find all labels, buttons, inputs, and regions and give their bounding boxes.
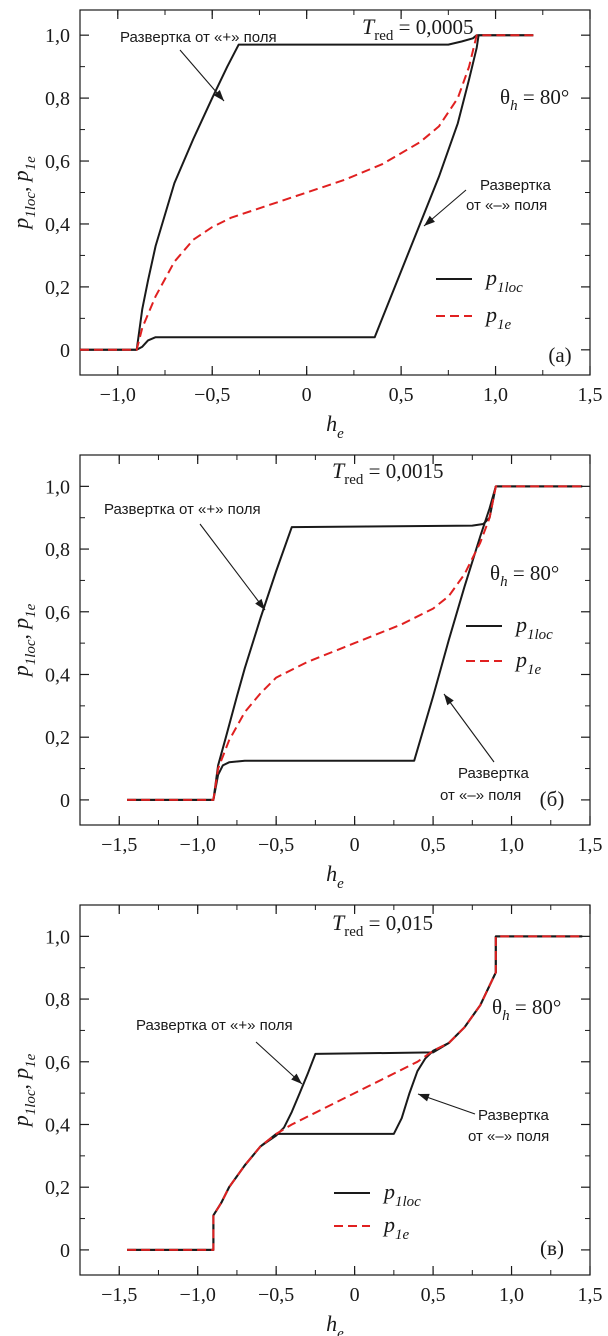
chart-panel-3: −1,5 −1,0 −0,5 0 0,5 1,0 1,5 0 0,2 0,4 0,6 0,8 1,0 he… <box>8 904 603 1336</box>
y-tick-label: 0,4 <box>45 664 70 686</box>
series-line-p1e-3 <box>127 485 583 801</box>
annotation-plus-arrow-head <box>255 598 265 610</box>
x-tick-label: −1,0 <box>180 834 216 856</box>
y-tick-label: 1,0 <box>45 25 70 47</box>
x-tick-label: −0,5 <box>258 1284 294 1306</box>
x-tick-label: −1,0 <box>180 1284 216 1306</box>
x-axis-label: he <box>326 1311 344 1336</box>
y-tick-label: 1,0 <box>45 926 70 948</box>
annotation-minus-arrow-head <box>444 694 454 706</box>
temperature-label: Tred = 0,0015 <box>332 458 444 488</box>
series-line-p1loc-2 <box>80 34 534 351</box>
x-tick-label: −1,5 <box>101 1284 137 1306</box>
x-axis-label: he <box>326 861 344 892</box>
y-tick-label: 0,6 <box>45 1052 70 1074</box>
annotation-plus-sweep: Развертка от «+» поля <box>104 501 261 518</box>
temperature-label: Tred = 0,0005 <box>362 14 474 44</box>
annotation-plus-sweep: Развертка от «+» поля <box>120 29 277 46</box>
panel-label: (в) <box>540 1236 564 1260</box>
x-tick-label: 0 <box>350 834 360 856</box>
series-line-p1e-3 <box>127 935 583 1251</box>
x-tick-label: −0,5 <box>194 384 230 406</box>
x-tick-label: 1,0 <box>499 834 524 856</box>
y-tick-label: 0 <box>60 1240 70 1262</box>
panel-label: (б) <box>540 787 565 811</box>
annotation-minus-arrow-head <box>424 215 435 226</box>
x-tick-label: 0,5 <box>421 1284 446 1306</box>
legend-label: p1e <box>382 1212 410 1243</box>
theta-label: θh = 80° <box>490 561 559 590</box>
y-tick-label: 0,2 <box>45 277 70 299</box>
y-tick-label: 0 <box>60 340 70 362</box>
annotation-plus-sweep: Развертка от «+» поля <box>136 1017 293 1034</box>
y-axis-label: p1loc, p1e <box>8 156 39 231</box>
x-tick-label: −0,5 <box>258 834 294 856</box>
annotation-minus-sweep: Развертка <box>480 177 551 194</box>
theta-label: θh = 80° <box>500 85 569 114</box>
annotation-plus-arrow <box>199 523 266 611</box>
series-line-p1loc-1 <box>80 34 534 351</box>
annotation-minus-arrow <box>443 693 495 763</box>
annotation-minus-arrow-head <box>418 1093 430 1102</box>
legend-label: p1e <box>514 647 542 678</box>
annotation-plus-arrow-head <box>213 90 224 101</box>
y-axis-label: p1loc, p1e <box>8 1053 39 1128</box>
annotation-minus-sweep-line2: от «–» поля <box>466 197 547 214</box>
y-tick-label: 0,4 <box>45 1114 70 1136</box>
x-tick-label: 1,5 <box>578 384 603 406</box>
plot-frame <box>79 454 591 826</box>
y-axis-label: p1loc, p1e <box>8 603 39 678</box>
y-tick-label: 0 <box>60 790 70 812</box>
theta-label: θh = 80° <box>492 995 561 1024</box>
series-line-p1loc-1 <box>127 485 583 801</box>
x-tick-label: 1,0 <box>499 1284 524 1306</box>
y-tick-label: 0,8 <box>45 539 70 561</box>
legend-label: p1loc <box>382 1179 421 1210</box>
y-tick-label: 0,6 <box>45 602 70 624</box>
y-tick-label: 0,2 <box>45 727 70 749</box>
y-tick-label: 0,6 <box>45 151 70 173</box>
panel-label: (а) <box>548 343 571 367</box>
x-tick-label: 0,5 <box>421 834 446 856</box>
y-tick-label: 0,8 <box>45 989 70 1011</box>
x-tick-label: −1,0 <box>100 384 136 406</box>
x-tick-label: 1,0 <box>483 384 508 406</box>
legend-label: p1loc <box>514 612 553 643</box>
annotation-plus-arrow <box>179 49 225 102</box>
y-tick-label: 0,4 <box>45 214 70 236</box>
x-tick-label: 1,5 <box>578 834 603 856</box>
annotation-minus-sweep-line2: от «–» поля <box>468 1128 549 1145</box>
x-tick-label: 0 <box>302 384 312 406</box>
x-tick-label: 0 <box>350 1284 360 1306</box>
chart-panel-2: −1,5 −1,0 −0,5 0 0,5 1,0 1,5 0 0,2 0,4 0,6 0,8 1,0 he… <box>8 454 603 892</box>
annotation-minus-sweep: Развертка <box>458 765 529 782</box>
x-tick-label: 0,5 <box>389 384 414 406</box>
y-tick-label: 1,0 <box>45 476 70 498</box>
x-tick-label: 1,5 <box>578 1284 603 1306</box>
y-tick-label: 0,2 <box>45 1177 70 1199</box>
x-axis-label: he <box>326 411 344 442</box>
temperature-label: Tred = 0,015 <box>332 910 433 940</box>
annotation-minus-sweep: Развертка <box>478 1107 549 1124</box>
chart-panel-1: −1,0 −0,5 0 0,5 1,0 1,5 0 0,2 0,4 0,6 0,8 1,0 he p1lo… <box>8 9 603 442</box>
y-tick-label: 0,8 <box>45 88 70 110</box>
x-tick-label: −1,5 <box>101 834 137 856</box>
annotation-minus-sweep-line2: от «–» поля <box>440 787 521 804</box>
legend-label: p1e <box>484 302 512 333</box>
annotation-plus-arrow-head <box>291 1073 302 1084</box>
legend-label: p1loc <box>484 265 523 296</box>
plot-frame <box>79 904 591 1276</box>
series-line-p1e-3 <box>80 34 534 351</box>
